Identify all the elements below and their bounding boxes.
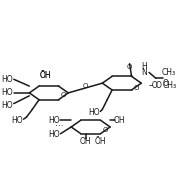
Text: N: N	[141, 68, 147, 77]
Text: ŌH: ŌH	[95, 137, 106, 146]
Text: O: O	[156, 81, 162, 90]
Text: HO: HO	[48, 130, 60, 139]
Text: HO: HO	[11, 116, 23, 125]
Text: HO: HO	[1, 88, 13, 97]
Text: –O: –O	[149, 81, 159, 90]
Text: HO: HO	[1, 101, 13, 110]
Text: ···: ···	[55, 122, 63, 132]
Text: OH: OH	[80, 137, 92, 146]
Text: H: H	[141, 62, 147, 71]
Text: CH₃: CH₃	[161, 68, 176, 77]
Text: O: O	[134, 85, 139, 91]
Text: OH: OH	[114, 116, 126, 125]
Text: HO: HO	[48, 116, 60, 125]
Text: O: O	[103, 127, 108, 133]
Text: O: O	[61, 92, 66, 98]
Text: HO: HO	[88, 108, 99, 117]
Text: O: O	[83, 83, 89, 89]
Text: O: O	[127, 64, 132, 70]
Text: CH₃: CH₃	[163, 81, 177, 90]
Text: ŌH: ŌH	[40, 71, 52, 80]
Text: O: O	[163, 79, 169, 88]
Text: ŌH: ŌH	[40, 71, 52, 80]
Text: HO: HO	[1, 75, 13, 84]
